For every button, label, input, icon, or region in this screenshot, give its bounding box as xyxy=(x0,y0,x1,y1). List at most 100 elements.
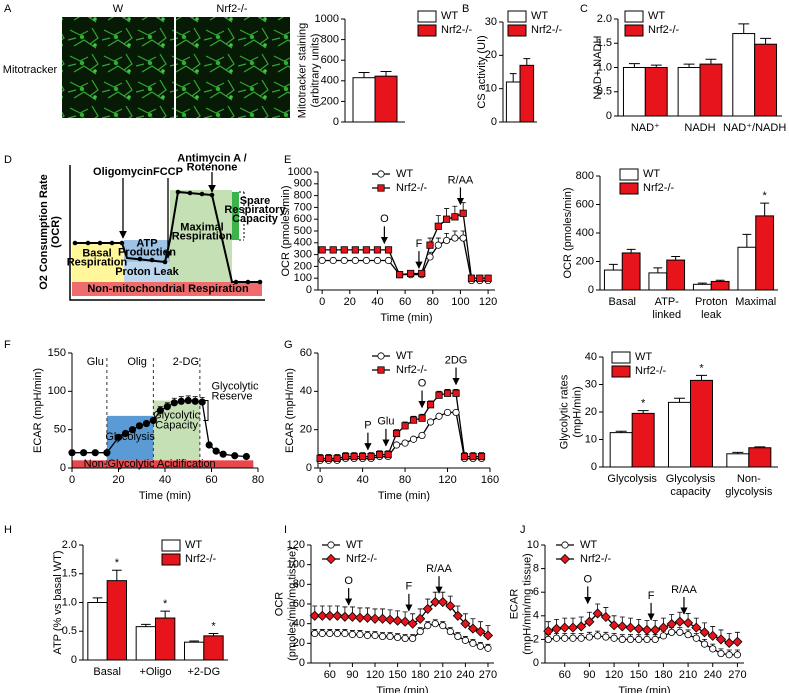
y-tick-label: 120 xyxy=(287,539,305,551)
bar xyxy=(631,412,655,468)
image-column-label: Nrf2-/- xyxy=(216,3,248,15)
marker xyxy=(373,246,382,254)
y-axis-label: CS activity (UI) xyxy=(476,35,488,108)
marker xyxy=(641,624,653,636)
y-axis-label: NAD+ NADH xyxy=(592,36,604,100)
marker xyxy=(700,640,709,648)
significance-mark: * xyxy=(699,362,704,374)
marker xyxy=(424,622,432,630)
y-axis-label: ECAR (mpH/min) xyxy=(32,368,44,453)
marker xyxy=(418,269,426,278)
y-tick-label: 10 xyxy=(485,83,497,95)
y-axis-label-line: ECAR xyxy=(508,589,520,620)
marker xyxy=(439,622,447,630)
marker xyxy=(377,613,388,624)
y-axis-label-line: OCR xyxy=(273,592,285,617)
marker xyxy=(114,433,123,441)
marker xyxy=(318,256,326,265)
micrograph-w xyxy=(62,17,174,118)
y-axis-label-line: (arbitrary units) xyxy=(309,34,321,108)
marker xyxy=(212,447,220,455)
marker xyxy=(443,408,452,417)
legend-swatch xyxy=(624,24,644,37)
marker xyxy=(371,631,379,640)
x-tick-label: Glycolysis xyxy=(607,473,657,485)
y-tick-label: 40 xyxy=(585,351,597,363)
x-axis-label: Time (min) xyxy=(376,685,428,693)
bar xyxy=(374,75,398,123)
y-tick-label: 1.5 xyxy=(597,37,612,49)
marker xyxy=(452,408,460,417)
marker xyxy=(333,629,341,638)
legend-swatch xyxy=(161,539,181,552)
y-axis-label: OCR (pmoles/min) xyxy=(280,185,292,276)
marker xyxy=(633,623,644,634)
marker xyxy=(384,256,393,265)
y-tick-label: 0 xyxy=(306,462,312,474)
marker xyxy=(409,416,418,424)
marker xyxy=(401,634,409,643)
y-tick-label: 8 xyxy=(533,563,539,575)
annotation: R/AA xyxy=(426,563,452,575)
bar xyxy=(87,602,108,661)
marker xyxy=(415,613,426,624)
error-bar xyxy=(674,397,685,403)
marker xyxy=(170,399,178,407)
y-tick-label: 200 xyxy=(321,95,339,107)
annotation: R/AA xyxy=(671,584,697,596)
y-tick-label: 30 xyxy=(485,16,497,28)
x-tick-label-line: Glycolysis xyxy=(666,473,716,485)
error-bar xyxy=(653,267,663,273)
y-tick-label: 1000 xyxy=(315,13,339,25)
schematic-label-line: Spare xyxy=(240,195,271,207)
marker xyxy=(683,617,694,628)
y-tick-label: 10 xyxy=(585,433,597,445)
error-bar xyxy=(523,58,531,66)
annotation: F xyxy=(648,590,655,602)
legend-label: Nrf2-/- xyxy=(648,24,680,36)
legend-swatch xyxy=(417,24,437,37)
legend-label: WT xyxy=(531,10,548,22)
y-tick-label: 1000 xyxy=(288,166,312,178)
marker xyxy=(452,389,460,397)
legend-label: Nrf2-/- xyxy=(396,182,428,194)
x-tick-label-line: leak xyxy=(701,309,722,321)
marker xyxy=(309,610,320,621)
panel-letter: E xyxy=(284,154,291,166)
error-bar xyxy=(671,256,681,261)
y-tick-label: 20 xyxy=(300,424,312,436)
marker xyxy=(626,635,635,644)
x-tick-label-line: Maximal xyxy=(735,296,776,308)
marker xyxy=(358,452,367,461)
panel-letter: H xyxy=(4,524,12,536)
x-axis-label: Time (min) xyxy=(378,490,430,502)
x-tick-label: 150 xyxy=(630,669,648,681)
marker xyxy=(475,626,486,637)
y-tick-label: 20 xyxy=(293,637,305,649)
y-tick-label: 1.0 xyxy=(62,596,77,608)
marker xyxy=(692,634,700,642)
schematic-label-line: Rotenone xyxy=(187,161,238,173)
x-tick-label-line: Glycolysis xyxy=(607,473,657,485)
x-tick-label: Glycolysis capacity xyxy=(666,473,716,498)
annotation-line: Glycolytic xyxy=(212,380,260,392)
annotation: F xyxy=(406,581,413,593)
marker xyxy=(354,612,366,623)
bar xyxy=(710,280,730,291)
legend-label: Nrf2-/- xyxy=(185,553,217,565)
marker xyxy=(699,627,710,638)
schematic-label-line: Antimycin A / xyxy=(177,152,246,164)
legend-label: WT xyxy=(643,168,660,180)
x-tick-label: 0 xyxy=(317,474,323,486)
marker xyxy=(407,618,418,629)
y-tick-label: 2.0 xyxy=(62,539,77,551)
marker xyxy=(426,401,435,409)
marker xyxy=(377,352,385,360)
y-tick-label: 700 xyxy=(294,201,312,213)
bar xyxy=(155,617,176,661)
error-bar xyxy=(705,58,717,65)
marker xyxy=(68,449,76,457)
marker xyxy=(717,649,725,658)
marker xyxy=(418,414,426,422)
marker xyxy=(348,630,357,639)
